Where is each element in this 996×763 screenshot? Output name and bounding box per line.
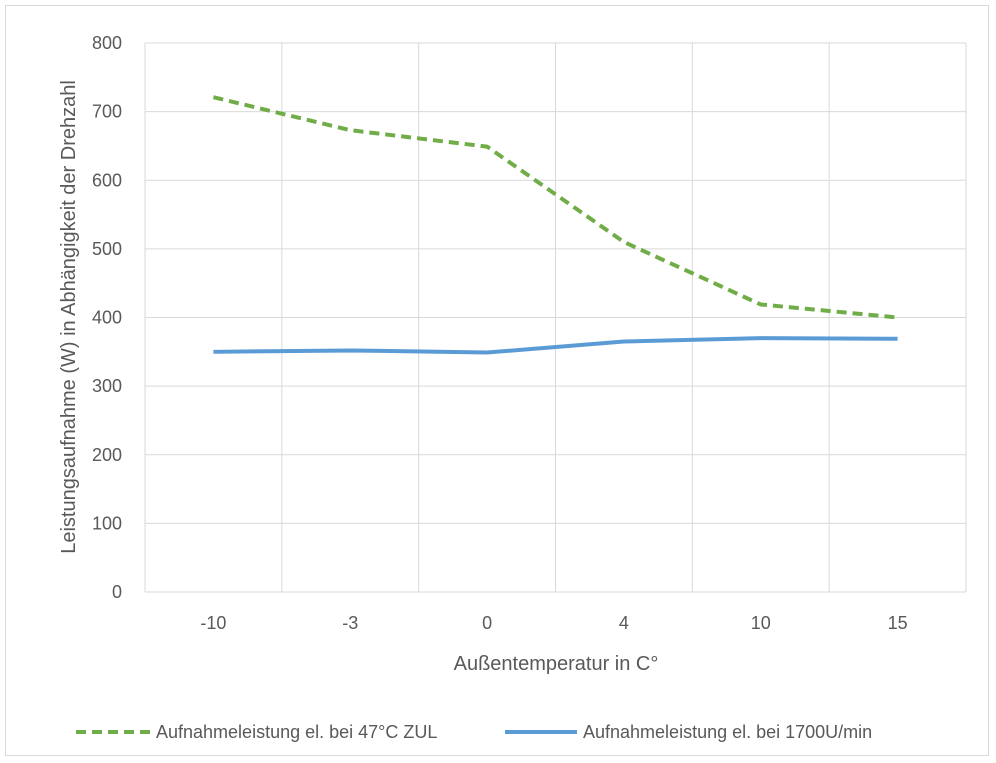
series-line-1: [212, 95, 898, 320]
y-tick-label: 600: [92, 170, 122, 190]
x-tick-label: -3: [342, 613, 358, 633]
chart-frame: [5, 5, 989, 756]
series-line-2: [213, 336, 898, 355]
legend-label-series-2: Aufnahmeleistung el. bei 1700U/min: [583, 722, 872, 742]
y-tick-label: 0: [112, 582, 122, 602]
gridlines: [144, 42, 967, 593]
legend-label-series-1: Aufnahmeleistung el. bei 47°C ZUL: [156, 722, 437, 742]
y-tick-label: 500: [92, 239, 122, 259]
x-tick-label: 15: [888, 613, 908, 633]
y-tick-label: 700: [92, 102, 122, 122]
y-tick-label: 800: [92, 33, 122, 53]
x-tick-label: 10: [751, 613, 771, 633]
x-tick-label: -10: [200, 613, 226, 633]
x-tick-label: 0: [482, 613, 492, 633]
y-tick-label: 200: [92, 445, 122, 465]
y-tick-label: 100: [92, 513, 122, 533]
series-lines: [212, 95, 898, 355]
y-tick-labels: 0 100 200 300 400 500 600 700 800: [92, 33, 122, 602]
x-tick-labels: -10 -3 0 4 10 15: [200, 613, 907, 633]
x-axis-title: Außentemperatur in C°: [454, 653, 659, 675]
x-tick-label: 4: [619, 613, 629, 633]
y-tick-label: 300: [92, 376, 122, 396]
y-axis-title: Leistungsaufnahme (W) in Abhängigkeit de…: [58, 80, 80, 554]
legend: Aufnahmeleistung el. bei 47°C ZUL Aufnah…: [76, 722, 872, 742]
y-tick-label: 400: [92, 308, 122, 328]
